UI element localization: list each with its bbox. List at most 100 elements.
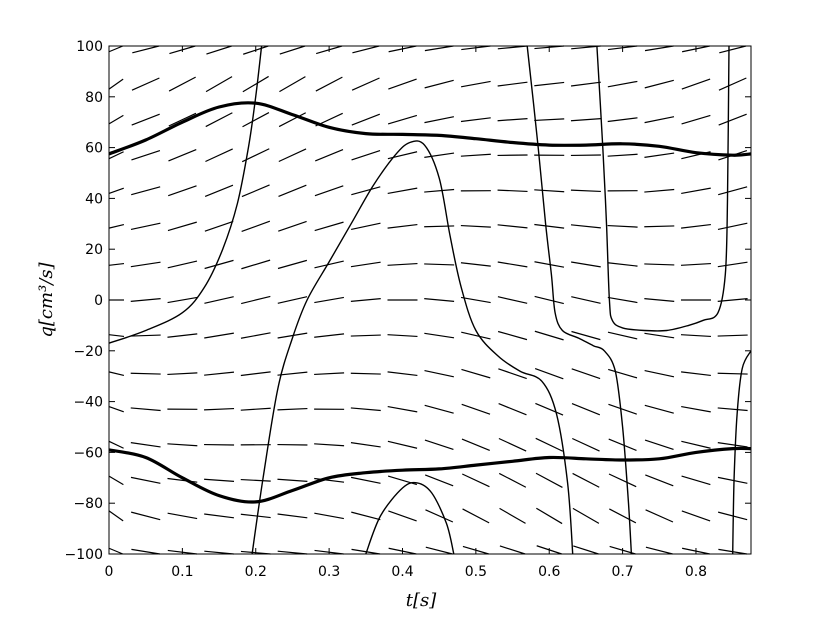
x-tick-label: 0.1 xyxy=(171,564,193,580)
field-dash xyxy=(425,509,454,523)
field-dash xyxy=(108,334,125,338)
field-dash xyxy=(108,151,124,160)
field-dash xyxy=(350,442,381,448)
field-dash xyxy=(460,296,491,304)
field-dash xyxy=(241,184,270,198)
field-dash xyxy=(570,81,601,87)
field-dash xyxy=(279,76,306,93)
axis-ticks: 0 0.1 0.2 0.3 0.4 0.5 0.6 0.7 0.8 100 80 60 40 20 0 −20… xyxy=(65,39,751,580)
field-dash xyxy=(108,475,124,486)
solution-curve-7 xyxy=(732,350,752,555)
field-dash xyxy=(130,334,161,337)
field-dash xyxy=(644,79,674,89)
field-dash xyxy=(462,473,490,488)
field-dash xyxy=(572,507,600,524)
field-dash xyxy=(535,472,563,488)
field-dash xyxy=(131,149,161,161)
field-dash xyxy=(534,261,565,268)
field-dash xyxy=(681,223,711,229)
field-dash xyxy=(314,296,345,304)
field-dash xyxy=(571,368,601,380)
field-dash xyxy=(350,476,381,484)
field-dash xyxy=(571,403,601,416)
field-dash xyxy=(681,187,711,195)
field-dash xyxy=(607,296,638,304)
field-dash xyxy=(240,407,271,411)
field-dash xyxy=(351,222,381,231)
field-dash xyxy=(130,261,161,268)
field-dash xyxy=(681,114,711,125)
field-dash xyxy=(497,224,528,229)
field-dash xyxy=(644,225,675,228)
field-dash xyxy=(644,152,675,158)
field-dash xyxy=(168,148,197,162)
field-dash xyxy=(497,330,528,341)
field-dash xyxy=(131,77,160,91)
field-dash xyxy=(387,334,418,338)
field-dash xyxy=(717,222,748,231)
field-dash xyxy=(314,185,344,197)
field-dash xyxy=(240,371,271,377)
field-dash xyxy=(108,45,124,53)
field-dash xyxy=(460,80,491,88)
y-tick-label: −60 xyxy=(73,445,103,461)
field-dash xyxy=(460,117,491,123)
field-dash xyxy=(277,332,308,339)
x-tick-label: 0.2 xyxy=(245,564,267,580)
field-dash xyxy=(644,116,675,124)
field-dash xyxy=(498,437,527,452)
field-dash xyxy=(424,474,454,487)
field-dash xyxy=(645,509,674,523)
field-dash xyxy=(204,371,235,376)
field-dash xyxy=(314,148,344,162)
field-dash xyxy=(424,188,455,193)
y-tick-label: −20 xyxy=(73,344,103,360)
field-dash xyxy=(387,371,418,377)
field-dash xyxy=(168,76,196,92)
field-dash xyxy=(717,261,748,268)
field-dash xyxy=(242,75,269,93)
field-dash xyxy=(534,223,565,229)
field-dash xyxy=(167,512,198,520)
field-dash xyxy=(350,261,381,268)
field-dash xyxy=(644,263,675,266)
field-dash xyxy=(607,224,638,228)
field-dash xyxy=(108,114,124,125)
x-tick-label: 0.5 xyxy=(465,564,487,580)
field-dash xyxy=(573,545,599,555)
field-dash xyxy=(278,220,307,232)
field-dash xyxy=(277,259,308,270)
field-dash xyxy=(387,262,418,266)
field-dash xyxy=(607,80,638,88)
field-dash xyxy=(498,472,527,488)
field-dash xyxy=(717,442,748,448)
field-dash xyxy=(130,222,161,231)
field-dash xyxy=(108,371,125,377)
field-dash xyxy=(130,372,161,375)
solution-curve-3 xyxy=(251,140,574,555)
field-dash xyxy=(108,262,125,266)
field-dash xyxy=(571,261,601,268)
y-tick-label: 20 xyxy=(85,242,103,258)
field-dash xyxy=(167,333,198,338)
x-tick-label: 0.7 xyxy=(611,564,633,580)
field-dash xyxy=(461,403,491,415)
field-dash xyxy=(108,547,124,555)
field-dash xyxy=(350,372,381,375)
field-dash xyxy=(644,188,675,193)
field-dash xyxy=(130,442,161,448)
field-dash xyxy=(204,407,235,411)
field-dash xyxy=(535,437,564,452)
field-dash xyxy=(351,149,381,161)
field-dash xyxy=(131,548,161,555)
field-dash xyxy=(108,406,124,413)
field-dash xyxy=(497,189,528,193)
field-dash xyxy=(571,330,601,341)
y-tick-label: −80 xyxy=(73,496,103,512)
solution-curve-6 xyxy=(596,45,730,332)
field-dash xyxy=(241,259,271,270)
field-dash xyxy=(240,513,271,519)
field-dash xyxy=(534,189,565,193)
solution-curve-2 xyxy=(108,45,263,344)
field-dash xyxy=(278,148,307,163)
